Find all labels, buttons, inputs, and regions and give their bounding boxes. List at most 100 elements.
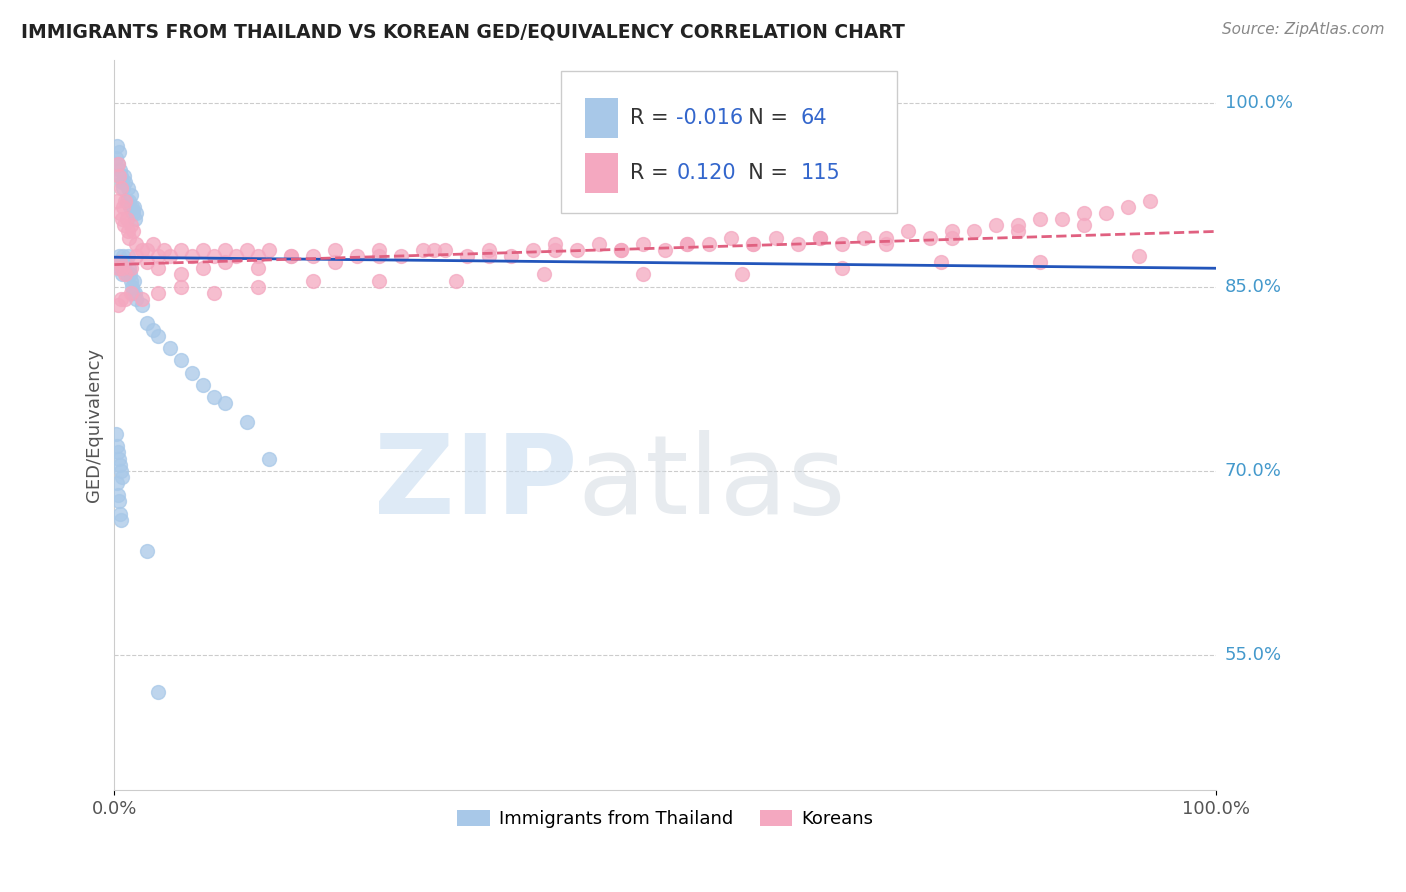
- Point: [108, 255, 131, 269]
- Point: [122, 285, 145, 300]
- Point: [142, 236, 165, 251]
- FancyBboxPatch shape: [561, 70, 897, 213]
- Point: [124, 212, 146, 227]
- Point: [110, 292, 132, 306]
- Point: [112, 200, 135, 214]
- Point: [1050, 212, 1073, 227]
- Point: [131, 292, 153, 306]
- Point: [280, 249, 302, 263]
- Point: [389, 249, 412, 263]
- Point: [1095, 206, 1118, 220]
- Point: [633, 236, 655, 251]
- Point: [257, 451, 280, 466]
- Point: [676, 236, 699, 251]
- Point: [107, 298, 129, 312]
- Text: 64: 64: [801, 108, 828, 128]
- Point: [115, 268, 138, 282]
- Point: [246, 249, 269, 263]
- Text: 0.120: 0.120: [676, 163, 735, 183]
- Point: [110, 513, 132, 527]
- Point: [941, 224, 963, 238]
- Point: [567, 243, 589, 257]
- Point: [107, 157, 129, 171]
- Point: [929, 255, 952, 269]
- Point: [114, 194, 136, 208]
- Point: [104, 427, 127, 442]
- Point: [423, 243, 446, 257]
- Point: [108, 206, 131, 220]
- Point: [588, 236, 610, 251]
- Point: [1073, 219, 1095, 233]
- Point: [118, 194, 141, 208]
- Point: [301, 274, 323, 288]
- Point: [1073, 206, 1095, 220]
- Text: -0.016: -0.016: [676, 108, 744, 128]
- Point: [280, 249, 302, 263]
- Point: [104, 151, 127, 165]
- Point: [136, 317, 159, 331]
- Point: [169, 268, 191, 282]
- Point: [121, 279, 143, 293]
- Point: [765, 230, 787, 244]
- Point: [676, 236, 699, 251]
- Point: [111, 212, 134, 227]
- Point: [112, 181, 135, 195]
- Point: [111, 261, 134, 276]
- Point: [122, 224, 145, 238]
- Point: [610, 243, 633, 257]
- Point: [633, 268, 655, 282]
- Y-axis label: GED/Equivalency: GED/Equivalency: [86, 348, 103, 502]
- Point: [499, 249, 522, 263]
- Point: [897, 224, 920, 238]
- Point: [107, 255, 129, 269]
- Point: [984, 219, 1007, 233]
- Point: [117, 249, 139, 263]
- Point: [120, 261, 142, 276]
- Point: [148, 285, 170, 300]
- Text: N =: N =: [735, 163, 794, 183]
- Text: 115: 115: [801, 163, 841, 183]
- Point: [1029, 255, 1052, 269]
- Point: [142, 323, 165, 337]
- Text: N =: N =: [735, 108, 794, 128]
- Point: [831, 261, 853, 276]
- Point: [699, 236, 721, 251]
- Legend: Immigrants from Thailand, Koreans: Immigrants from Thailand, Koreans: [450, 803, 880, 836]
- Point: [544, 243, 567, 257]
- Point: [235, 415, 257, 429]
- Point: [191, 243, 214, 257]
- Point: [246, 261, 269, 276]
- Text: 55.0%: 55.0%: [1225, 646, 1282, 664]
- Point: [108, 261, 131, 276]
- Text: R =: R =: [630, 108, 675, 128]
- Point: [169, 279, 191, 293]
- Point: [169, 243, 191, 257]
- Point: [225, 249, 247, 263]
- Point: [110, 255, 132, 269]
- Point: [742, 236, 765, 251]
- Point: [875, 230, 897, 244]
- Point: [456, 249, 478, 263]
- Point: [180, 366, 202, 380]
- Point: [136, 243, 159, 257]
- Text: IMMIGRANTS FROM THAILAND VS KOREAN GED/EQUIVALENCY CORRELATION CHART: IMMIGRANTS FROM THAILAND VS KOREAN GED/E…: [21, 22, 905, 41]
- Point: [235, 243, 257, 257]
- Point: [108, 458, 131, 472]
- Point: [159, 341, 181, 355]
- Point: [654, 243, 676, 257]
- Point: [131, 243, 153, 257]
- Text: ZIP: ZIP: [374, 430, 578, 537]
- Point: [346, 249, 368, 263]
- Point: [412, 243, 434, 257]
- Point: [112, 261, 135, 276]
- Point: [118, 261, 141, 276]
- Point: [1029, 212, 1052, 227]
- Point: [121, 200, 143, 214]
- Point: [1007, 224, 1029, 238]
- Point: [110, 169, 132, 184]
- Point: [105, 439, 128, 453]
- Point: [202, 390, 225, 404]
- Point: [108, 507, 131, 521]
- Point: [148, 261, 170, 276]
- Point: [112, 169, 135, 184]
